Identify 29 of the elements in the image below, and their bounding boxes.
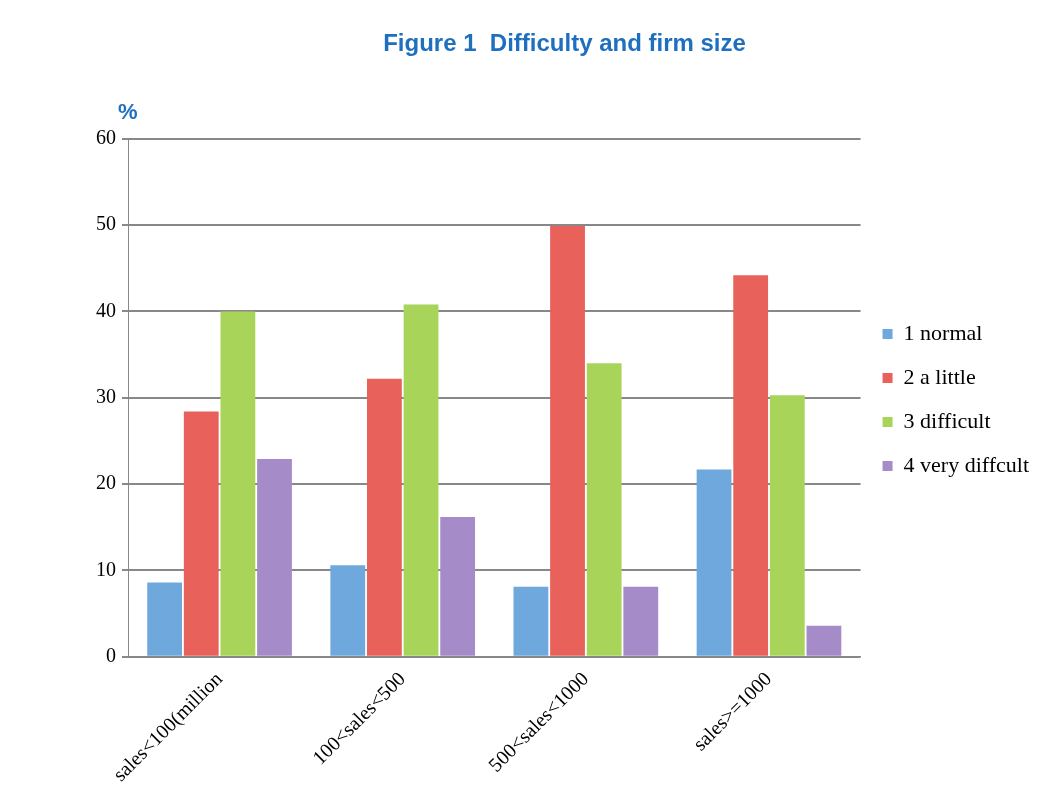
bar	[769, 395, 805, 656]
bar	[257, 459, 292, 656]
bar	[513, 586, 549, 656]
legend-label: 3 difficult	[903, 407, 991, 433]
bar	[403, 304, 439, 656]
legend-label: 2 a little	[903, 363, 976, 389]
y-tick-label: 40	[96, 298, 116, 321]
y-tick-label: 10	[96, 557, 116, 580]
bar	[733, 275, 769, 656]
bar	[550, 225, 585, 656]
y-tick-label: 0	[106, 644, 116, 667]
y-tick-label: 50	[96, 212, 116, 235]
bar	[696, 469, 732, 656]
y-axis-title: %	[118, 98, 138, 124]
bar	[220, 311, 256, 656]
chart-title: Figure 1 Difficulty and firm size	[383, 29, 746, 57]
y-tick-label: 60	[96, 126, 116, 149]
bar	[367, 378, 402, 656]
y-tick-label: 30	[96, 385, 116, 408]
legend-label: 4 very diffcult	[903, 451, 1030, 477]
y-tick-label: 20	[96, 471, 116, 494]
bar	[330, 565, 366, 656]
bar	[623, 586, 659, 656]
bar	[440, 516, 476, 656]
legend-label: 1 normal	[903, 319, 983, 345]
bar	[147, 582, 183, 656]
bar	[806, 625, 842, 656]
bar	[586, 363, 622, 656]
bar	[183, 411, 219, 656]
